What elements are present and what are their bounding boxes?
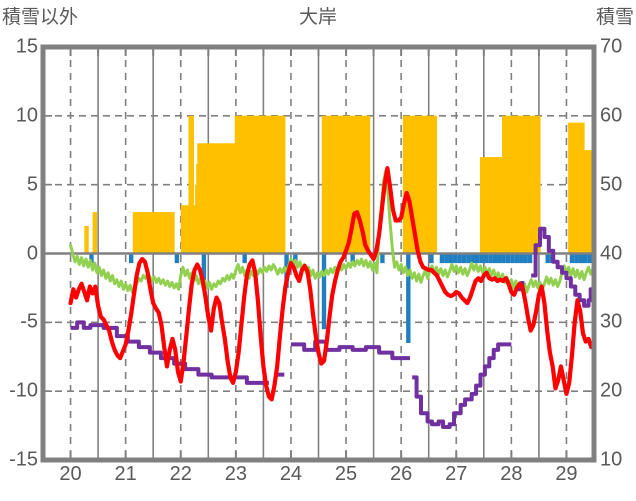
x-tick-label: 23 (224, 463, 247, 485)
x-tick-label: 21 (114, 463, 137, 485)
left-tick-label: 10 (15, 104, 38, 127)
right-tick-label: 20 (600, 379, 623, 402)
x-tick-label: 29 (555, 463, 578, 485)
left-tick-label: -10 (9, 379, 38, 402)
x-tick-label: 27 (445, 463, 468, 485)
right-tick-label: 30 (600, 310, 623, 333)
plot-frame (40, 44, 597, 463)
left-tick-label: 15 (15, 35, 38, 58)
purple-series-line (70, 226, 596, 429)
left-tick-label: 5 (26, 173, 38, 196)
right-tick-label: 50 (600, 173, 623, 196)
left-tick-label: -5 (20, 310, 38, 333)
left-tick-label: 0 (26, 242, 38, 264)
precipitation-bars (89, 253, 592, 343)
snow-depth-bars (84, 115, 594, 254)
right-tick-label: 70 (600, 35, 623, 58)
x-tick-label: 20 (59, 463, 82, 485)
right-tick-label: 10 (600, 448, 623, 471)
right-tick-label: 60 (600, 104, 623, 127)
x-tick-label: 28 (500, 463, 523, 485)
right-axis-title: 積雪 (595, 7, 634, 28)
left-axis-title: 積雪以外 (2, 7, 79, 28)
red-series-line (68, 166, 597, 402)
x-tick-label: 24 (279, 463, 303, 485)
page-title: 大岸 (298, 7, 337, 28)
x-tick-label: 22 (169, 463, 192, 485)
x-tick-label: 25 (334, 463, 358, 485)
left-tick-label: -15 (9, 448, 38, 471)
right-tick-label: 40 (600, 242, 623, 264)
x-tick-label: 26 (390, 463, 413, 485)
